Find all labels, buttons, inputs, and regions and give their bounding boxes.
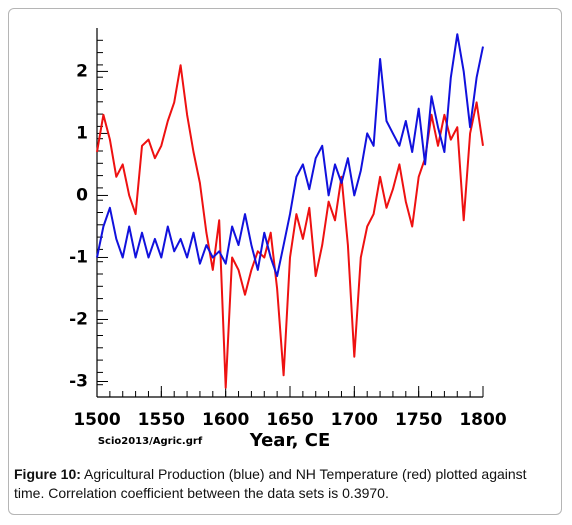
chart: Scio2013/Agric.grf Year, CE -3 -2 -1 0 1 2 150… (69, 28, 507, 451)
caption: Figure 10: Agricultural Production (blue… (14, 465, 554, 503)
caption-label: Figure 10: (14, 466, 81, 482)
x-axis-label: Year, CE (249, 430, 331, 451)
x-tick-label: 1500 (73, 410, 120, 430)
y-tick-label: -1 (69, 247, 88, 267)
x-tick-label: 1700 (331, 410, 378, 430)
x-tick-label: 1550 (138, 410, 185, 430)
y-tick-label: 2 (76, 61, 88, 81)
figure-frame (8, 8, 562, 515)
x-tick-label: 1650 (266, 410, 313, 430)
x-tick-label: 1800 (459, 410, 506, 430)
y-tick-label: -3 (69, 371, 88, 391)
source-note: Scio2013/Agric.grf (98, 436, 203, 447)
x-tick-label: 1750 (395, 410, 442, 430)
y-tick-label: 0 (76, 185, 88, 205)
x-tick-label: 1600 (202, 410, 249, 430)
y-tick-label: 1 (76, 123, 88, 143)
caption-text: Agricultural Production (blue) and NH Te… (14, 466, 527, 501)
y-tick-label: -2 (69, 309, 88, 329)
series-line (96, 64, 484, 389)
series-line (96, 33, 484, 278)
